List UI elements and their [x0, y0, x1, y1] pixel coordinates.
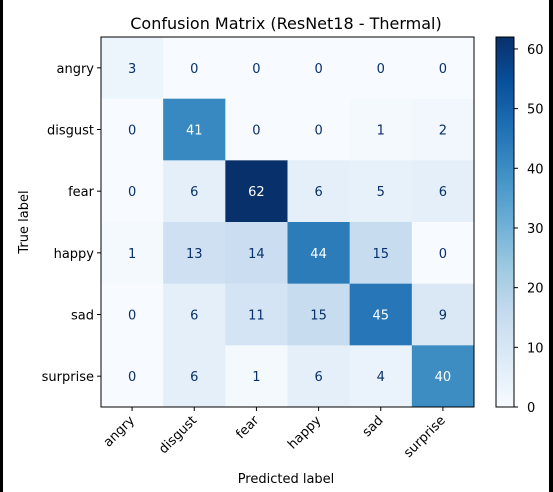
cell-value-label: 6 — [190, 309, 198, 324]
colorbar-tick-label: 30 — [527, 222, 544, 237]
heatmap-cell — [411, 37, 475, 100]
heatmap-cell — [287, 345, 351, 408]
heatmap-cell — [349, 160, 413, 223]
cell-value-label: 1 — [377, 124, 385, 139]
heatmap-cell — [287, 160, 351, 223]
heatmap-cell — [411, 98, 475, 161]
colorbar — [495, 36, 515, 408]
cell-value-label: 14 — [248, 247, 265, 262]
heatmap-cell — [349, 222, 413, 285]
heatmap-cell — [287, 98, 351, 161]
cell-value-label: 11 — [248, 309, 265, 324]
heatmap-cell — [349, 345, 413, 408]
heatmap-cell — [225, 345, 288, 408]
cell-value-label: 0 — [128, 185, 136, 200]
heatmap-cell — [225, 160, 288, 223]
y-tick-label: angry — [57, 62, 95, 77]
x-tick-label: happy — [285, 413, 324, 452]
cell-value-label: 13 — [186, 247, 203, 262]
cell-value-label: 1 — [128, 247, 136, 262]
cell-value-label: 15 — [310, 309, 327, 324]
cell-value-label: 62 — [248, 185, 265, 200]
heatmap-cell — [411, 160, 475, 223]
cell-value-label: 2 — [439, 124, 447, 139]
heatmap-cell — [287, 283, 351, 346]
colorbar-tick-label: 20 — [527, 282, 544, 297]
heatmap-cell — [225, 283, 288, 346]
heatmap-cell — [101, 345, 164, 408]
heatmap-cell — [163, 283, 226, 346]
cell-value-label: 0 — [439, 62, 447, 77]
cell-value-label: 1 — [252, 370, 260, 385]
heatmap-cell — [101, 98, 164, 161]
cell-value-label: 0 — [252, 124, 260, 139]
heatmap-cell — [411, 222, 475, 285]
y-tick-label: surprise — [42, 370, 94, 385]
y-tick-label: disgust — [47, 124, 94, 139]
x-tick-label: fear — [233, 413, 262, 442]
colorbar-tick-label: 60 — [527, 43, 544, 58]
heatmap-cell — [287, 222, 351, 285]
chart-title: Confusion Matrix (ResNet18 - Thermal) — [130, 14, 441, 33]
y-tick-label: fear — [68, 185, 95, 200]
cell-value-label: 6 — [190, 370, 198, 385]
cell-value-label: 6 — [190, 185, 198, 200]
heatmap-cell — [225, 98, 288, 161]
cell-value-label: 0 — [128, 124, 136, 139]
colorbar-tick-label: 50 — [527, 103, 544, 118]
cell-value-label: 5 — [377, 185, 385, 200]
x-tick-label: sad — [360, 413, 387, 440]
cell-value-label: 0 — [314, 124, 322, 139]
cell-value-label: 6 — [314, 185, 322, 200]
cell-value-label: 9 — [439, 309, 447, 324]
cell-value-label: 0 — [314, 62, 322, 77]
cell-value-label: 0 — [128, 370, 136, 385]
heatmap-cell — [101, 283, 164, 346]
plot-frame — [100, 36, 475, 408]
heatmap-cell — [163, 160, 226, 223]
cell-value-label: 0 — [377, 62, 385, 77]
heatmap-cell — [225, 37, 288, 100]
heatmap-cell — [411, 345, 475, 408]
x-tick-label: surprise — [401, 413, 449, 461]
colorbar-tick-label: 10 — [527, 341, 544, 356]
heatmap-cell — [349, 283, 413, 346]
cell-value-label: 45 — [372, 309, 389, 324]
x-axis-label: Predicted label — [238, 472, 335, 487]
cell-value-label: 40 — [435, 370, 452, 385]
cell-value-label: 0 — [190, 62, 198, 77]
heatmap-cell — [287, 37, 351, 100]
heatmap-cell — [349, 37, 413, 100]
cell-value-label: 0 — [252, 62, 260, 77]
heatmap-cell — [225, 222, 288, 285]
cell-value-label: 6 — [439, 185, 447, 200]
heatmap-cell — [163, 98, 226, 161]
cell-value-label: 41 — [186, 124, 203, 139]
heatmap-cell — [163, 37, 226, 100]
heatmap-cell — [411, 283, 475, 346]
y-tick-label: sad — [71, 309, 94, 324]
cell-value-label: 6 — [314, 370, 322, 385]
cell-value-label: 15 — [372, 247, 389, 262]
cell-value-label: 0 — [128, 309, 136, 324]
x-tick-label: disgust — [156, 413, 200, 457]
cell-value-label: 3 — [128, 62, 136, 77]
y-axis-label: True label — [17, 190, 32, 254]
cell-value-label: 0 — [439, 247, 447, 262]
heatmap-cell — [163, 222, 226, 285]
cell-value-label: 44 — [310, 247, 327, 262]
colorbar-tick-label: 40 — [527, 162, 544, 177]
x-tick-label: angry — [101, 413, 138, 450]
heatmap-cell — [101, 37, 164, 100]
heatmap-cell — [163, 345, 226, 408]
y-tick-label: happy — [54, 247, 95, 262]
heatmap-cell — [101, 222, 164, 285]
cell-value-label: 4 — [377, 370, 385, 385]
heatmap-cell — [349, 98, 413, 161]
colorbar-tick-label: 0 — [527, 401, 535, 416]
heatmap-cell — [101, 160, 164, 223]
